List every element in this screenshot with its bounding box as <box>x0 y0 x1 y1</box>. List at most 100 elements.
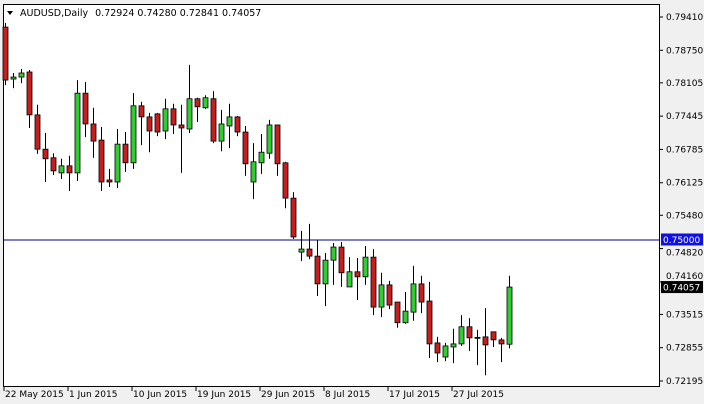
x-tick-label: 10 Jun 2015 <box>133 390 187 400</box>
x-tick-label: 1 Jun 2015 <box>69 390 117 400</box>
candle-2015-07-20 <box>402 291 409 324</box>
candle-2015-06-07 <box>106 168 113 188</box>
candle-2015-07-02 <box>282 161 289 209</box>
x-tick-label: 8 Jul 2015 <box>325 390 370 400</box>
candle-body-bull <box>162 108 169 132</box>
candle-body-bull <box>58 165 65 174</box>
candle-body-bear <box>210 98 217 142</box>
candle-2015-05-22 <box>2 23 9 86</box>
candle-2015-06-22 <box>210 91 217 144</box>
candle-body-bear <box>314 255 321 285</box>
candle-2015-07-09 <box>330 243 337 285</box>
candle-body-bear <box>306 248 313 257</box>
candle-2015-06-09 <box>122 132 129 172</box>
candle-body-bull <box>258 151 265 164</box>
candle-2015-06-21 <box>202 95 209 109</box>
candle-2015-06-04 <box>90 107 97 158</box>
candle-2015-06-01 <box>66 155 73 192</box>
ohlc-readout: 0.72924 0.74280 0.72841 0.74057 <box>95 8 261 19</box>
candles-layer <box>2 23 659 376</box>
candle-body-bear <box>82 92 89 125</box>
candle-2015-07-27 <box>450 328 457 364</box>
candle-2015-07-15 <box>370 249 377 316</box>
candle-body-bull <box>322 259 329 285</box>
candle-body-bear <box>370 256 377 308</box>
candle-2015-07-24 <box>434 336 441 363</box>
candle-body-bear <box>282 162 289 199</box>
candle-body-bear <box>98 139 105 183</box>
candle-2015-05-28 <box>42 133 49 182</box>
candle-2015-07-26 <box>442 342 449 362</box>
candle-2015-06-02 <box>74 80 81 181</box>
candle-2015-07-21 <box>410 265 417 321</box>
candle-2015-05-25 <box>18 68 25 84</box>
chart-header: AUDUSD,Daily 0.72924 0.74280 0.72841 0.74… <box>7 8 261 19</box>
candle-body-bear <box>2 26 9 81</box>
candle-2015-06-05 <box>98 126 105 192</box>
candle-2015-06-14 <box>154 112 161 137</box>
candle-2015-08-02 <box>490 331 497 347</box>
y-tick-label: 0.73515 <box>666 310 703 320</box>
candle-body-bull <box>378 284 385 308</box>
candle-2015-07-16 <box>378 272 385 318</box>
y-tick-label: 0.72855 <box>666 344 703 354</box>
candle-2015-06-24 <box>226 103 233 149</box>
candle-body-bear <box>242 131 249 165</box>
candle-body-bull <box>10 76 17 80</box>
candle-body-bear <box>290 197 297 238</box>
candle-2015-07-30 <box>474 329 481 366</box>
candle-body-bear <box>234 116 241 133</box>
x-tick-label: 29 Jun 2015 <box>261 390 315 400</box>
candle-body-bear <box>354 271 361 278</box>
candle-2015-07-29 <box>466 318 473 351</box>
candle-2015-06-19 <box>194 97 201 122</box>
y-tick-label: 0.72195 <box>666 377 703 387</box>
candle-body-bear <box>26 71 33 116</box>
candle-2015-06-15 <box>162 98 169 140</box>
candle-body-bear <box>490 331 497 341</box>
candle-body-bear <box>426 300 433 345</box>
x-tick-label: 19 Jun 2015 <box>197 390 251 400</box>
candle-body-bull <box>410 283 417 313</box>
candle-body-bear <box>394 301 401 324</box>
y-tick-label: 0.76125 <box>666 179 703 189</box>
candle-2015-07-08 <box>322 253 329 307</box>
candle-body-bear <box>274 124 281 165</box>
candle-2015-06-28 <box>250 143 257 200</box>
y-tick-label: 0.76785 <box>666 145 703 155</box>
candle-body-bull <box>114 143 121 183</box>
candle-body-bull <box>250 161 257 183</box>
candle-body-bear <box>498 339 505 345</box>
y-tick-label: 0.79410 <box>666 13 703 23</box>
candle-body-bear <box>154 113 161 133</box>
candle-body-bear <box>178 124 185 129</box>
candle-body-bull <box>362 256 369 278</box>
candle-body-bull <box>130 105 137 164</box>
candle-body-bear <box>90 123 97 142</box>
candle-2015-07-19 <box>394 301 401 328</box>
candle-2015-08-03 <box>498 337 505 363</box>
candle-2015-07-13 <box>354 258 361 301</box>
candle-body-bull <box>202 97 209 109</box>
candle-body-bear <box>194 98 201 108</box>
candle-body-bear <box>338 246 345 274</box>
candle-2015-07-31 <box>482 308 489 376</box>
candle-2015-05-29 <box>50 153 57 175</box>
candle-body-bull <box>266 124 273 154</box>
candle-2015-07-23 <box>426 281 433 359</box>
candle-body-bear <box>122 143 129 164</box>
candle-2015-06-17 <box>178 104 185 173</box>
candle-body-bull <box>458 326 465 345</box>
candle-2015-05-27 <box>34 104 41 154</box>
candle-2015-06-16 <box>170 103 177 135</box>
x-tick-label: 22 May 2015 <box>5 390 64 400</box>
candle-2015-07-05 <box>298 230 305 262</box>
candle-2015-06-08 <box>114 129 121 189</box>
candle-body-bull <box>330 246 337 261</box>
triangle-down-icon[interactable] <box>7 11 13 15</box>
candle-2015-06-25 <box>234 115 241 137</box>
candle-body-bull <box>186 98 193 130</box>
candle-body-bull <box>18 72 25 78</box>
level-price-label-bg <box>661 233 703 246</box>
